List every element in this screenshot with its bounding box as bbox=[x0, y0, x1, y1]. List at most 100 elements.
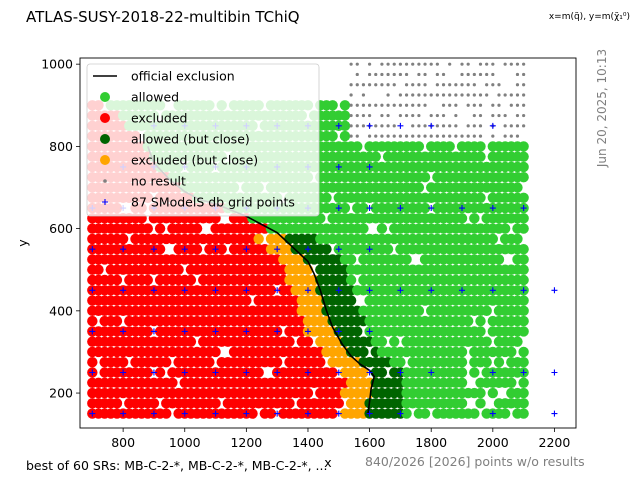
allowed-point bbox=[518, 305, 529, 317]
smodels-grid-point bbox=[304, 369, 311, 376]
excluded-point bbox=[315, 357, 326, 368]
no-result-point bbox=[466, 93, 470, 97]
no-result-point bbox=[404, 62, 409, 66]
smodels-grid-point bbox=[397, 410, 404, 417]
x-tick-label: 1800 bbox=[415, 435, 447, 450]
no-result-point bbox=[386, 72, 390, 77]
allowed-point bbox=[487, 233, 499, 245]
excluded-point bbox=[117, 233, 129, 245]
y-tick-label: 1000 bbox=[41, 57, 73, 72]
no-result-point bbox=[367, 83, 372, 87]
smodels-grid-point bbox=[274, 410, 281, 417]
smodels-grid-point bbox=[520, 287, 527, 294]
no-result-point bbox=[448, 124, 452, 128]
excluded-point bbox=[111, 274, 123, 286]
allowed-point bbox=[487, 387, 499, 399]
no-result-point bbox=[522, 93, 526, 97]
excluded-point bbox=[154, 223, 166, 234]
excluded-point bbox=[204, 357, 215, 368]
allowed-point bbox=[339, 202, 351, 214]
excluded-close-point bbox=[253, 233, 264, 245]
smodels-grid-point bbox=[551, 410, 558, 417]
excluded-point bbox=[142, 274, 153, 286]
no-result-point bbox=[417, 113, 421, 118]
no-result-point bbox=[361, 124, 366, 128]
no-result-point bbox=[386, 83, 390, 87]
no-result-point bbox=[515, 93, 520, 97]
no-result-point bbox=[435, 93, 439, 97]
allowed-point bbox=[462, 315, 474, 327]
no-result-point bbox=[441, 93, 446, 97]
no-result-point bbox=[417, 103, 421, 107]
no-result-point bbox=[367, 113, 372, 118]
excluded-point bbox=[327, 408, 338, 419]
no-result-point bbox=[361, 93, 366, 97]
smodels-grid-point bbox=[89, 328, 96, 335]
smodels-grid-point bbox=[366, 287, 373, 294]
no-result-point bbox=[509, 93, 513, 97]
smodels-grid-point bbox=[181, 369, 188, 376]
allowed-point bbox=[512, 233, 523, 245]
smodels-grid-point bbox=[212, 369, 219, 376]
allowed-point bbox=[475, 387, 486, 399]
allowed-point bbox=[469, 367, 480, 378]
smodels-grid-point bbox=[243, 410, 250, 417]
legend-dot-swatch bbox=[100, 134, 110, 144]
allowed-point bbox=[376, 336, 388, 347]
no-result-point bbox=[503, 134, 507, 138]
no-result-point bbox=[429, 62, 433, 66]
allowed-point bbox=[339, 100, 351, 111]
allowed-point bbox=[475, 315, 486, 327]
no-result-point bbox=[478, 93, 483, 97]
allowed-point bbox=[512, 336, 523, 347]
smodels-grid-point bbox=[335, 163, 342, 170]
smodels-grid-point bbox=[397, 122, 404, 129]
allowed-point bbox=[327, 100, 338, 111]
no-result-point bbox=[448, 83, 452, 87]
no-result-point bbox=[441, 113, 446, 118]
allowed-point bbox=[518, 243, 529, 255]
no-result-point bbox=[460, 93, 464, 97]
allowed-point bbox=[389, 336, 400, 347]
smodels-grid-point bbox=[304, 328, 311, 335]
no-result-point bbox=[454, 83, 458, 87]
no-result-point bbox=[417, 124, 421, 128]
allowed-point bbox=[469, 213, 480, 224]
allowed-point bbox=[518, 161, 529, 173]
no-result-point bbox=[435, 113, 439, 118]
smodels-grid-point bbox=[459, 205, 466, 212]
excluded-point bbox=[253, 367, 264, 378]
allowed-point bbox=[518, 398, 529, 409]
no-result-point bbox=[386, 124, 390, 128]
legend: official exclusion allowed excluded allowed… bbox=[86, 63, 320, 217]
no-result-point bbox=[503, 113, 507, 118]
smodels-grid-point bbox=[150, 287, 157, 294]
legend-label: allowed (but close) bbox=[131, 132, 250, 147]
no-result-point bbox=[355, 72, 359, 77]
smodels-grid-point bbox=[181, 328, 188, 335]
no-result-point bbox=[478, 103, 483, 107]
allowed-point bbox=[358, 202, 369, 214]
allowed-point bbox=[499, 223, 511, 234]
no-result-point bbox=[454, 93, 458, 97]
no-result-point bbox=[380, 134, 384, 138]
excluded-point bbox=[271, 357, 283, 368]
no-result-point bbox=[423, 83, 427, 87]
x-tick-label: 1000 bbox=[169, 435, 201, 450]
smodels-grid-point bbox=[89, 369, 96, 376]
no-result-point bbox=[466, 103, 470, 107]
no-result-point bbox=[448, 93, 452, 97]
no-result-point bbox=[435, 83, 439, 87]
no-result-point bbox=[411, 83, 415, 87]
no-result-point bbox=[367, 72, 372, 77]
allowed-point bbox=[481, 336, 492, 347]
no-result-point bbox=[509, 103, 513, 107]
no-result-point bbox=[497, 93, 501, 97]
excluded-point bbox=[241, 295, 252, 306]
no-result-point bbox=[441, 103, 446, 107]
no-result-point bbox=[522, 124, 526, 128]
allowed-point bbox=[506, 377, 517, 388]
no-result-point bbox=[522, 62, 526, 66]
no-result-point bbox=[404, 72, 409, 77]
no-result-point bbox=[478, 124, 483, 128]
